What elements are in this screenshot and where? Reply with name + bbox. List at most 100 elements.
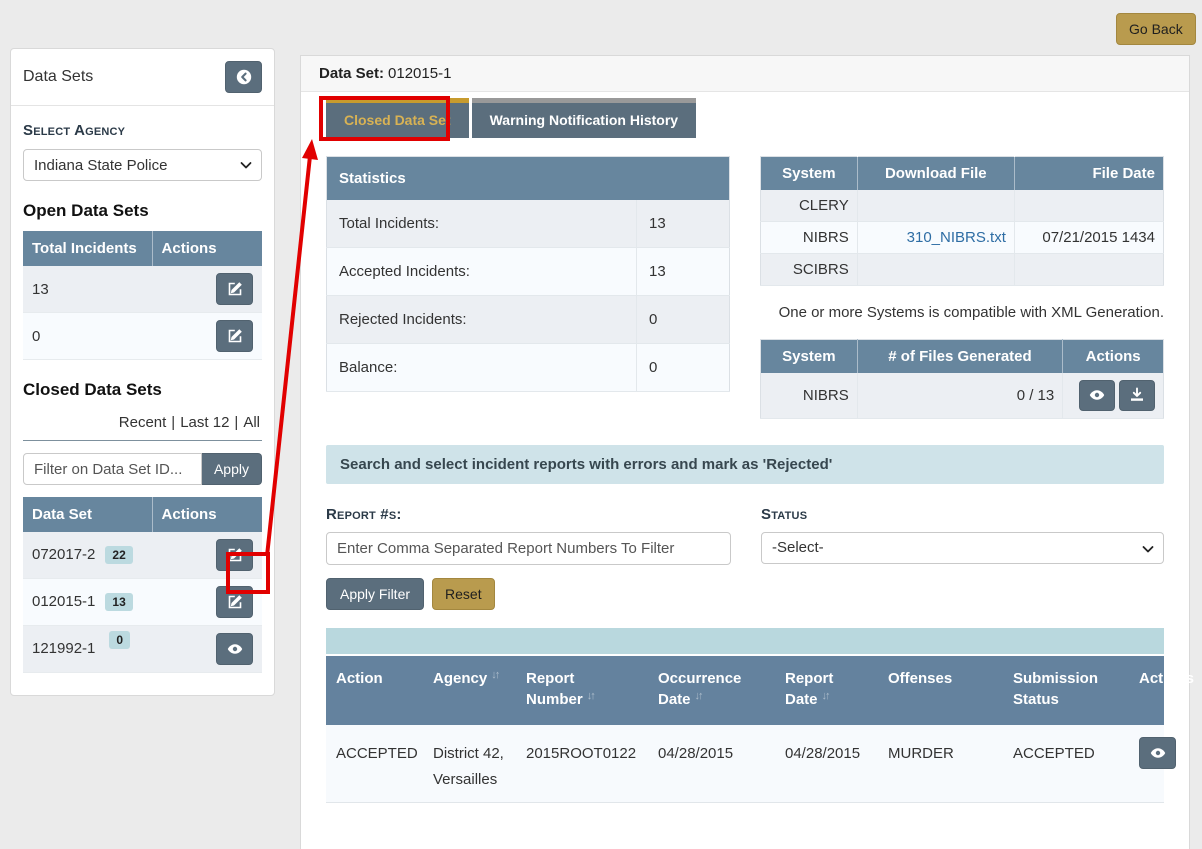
column-header: Actions bbox=[152, 497, 262, 532]
view-files-button[interactable] bbox=[1079, 379, 1115, 411]
column-header: Total Incidents bbox=[23, 231, 153, 266]
column-header: Actions bbox=[152, 231, 262, 266]
filter-apply-button[interactable]: Apply bbox=[201, 453, 262, 485]
stat-value: 13 bbox=[636, 200, 730, 248]
sidebar-collapse-button[interactable] bbox=[225, 61, 262, 93]
datasets-sidebar: Data Sets Select Agency Indiana State Po… bbox=[10, 48, 275, 696]
column-header-action: Action bbox=[326, 655, 423, 725]
table-row: NIBRS 0 / 13 bbox=[760, 372, 1164, 419]
table-row: 13 bbox=[23, 266, 262, 313]
closed-filter-links: Recent | Last 12 | All bbox=[23, 410, 262, 441]
incident-row: ACCEPTED District 42, Versailles 2015ROO… bbox=[326, 725, 1176, 803]
reset-button[interactable]: Reset bbox=[432, 577, 495, 610]
stat-value: 0 bbox=[636, 343, 730, 392]
date-cell: 07/21/2015 1434 bbox=[1014, 221, 1164, 254]
table-toolbar-bar bbox=[326, 627, 1164, 654]
pencil-square-icon bbox=[228, 282, 242, 296]
table-row: 121992-1 0 bbox=[23, 625, 262, 673]
stat-label: Balance: bbox=[326, 343, 637, 392]
tab-closed-data-set[interactable]: Closed Data Set bbox=[326, 98, 469, 138]
edit-button[interactable] bbox=[216, 320, 253, 352]
column-header-report-date[interactable]: Report Date ↓↑ bbox=[775, 655, 878, 725]
statistics-table: Statistics Total Incidents: 13 Accepted I… bbox=[326, 156, 730, 392]
table-row: 0 bbox=[23, 312, 262, 360]
closed-data-sets-heading: Closed Data Sets bbox=[23, 380, 162, 399]
column-header-occurrence-date[interactable]: Occurrence Date ↓↑ bbox=[648, 655, 775, 725]
link-separator: | bbox=[234, 414, 239, 431]
dataset-detail-panel: Data Set: 012015-1 Closed Data Set Warnin… bbox=[300, 55, 1194, 849]
dataset-filter-input[interactable] bbox=[23, 453, 202, 485]
report-numbers-input[interactable] bbox=[326, 531, 731, 565]
xml-compatibility-note: One or more Systems is compatible with X… bbox=[778, 304, 1164, 321]
sort-icon[interactable]: ↓↑ bbox=[491, 668, 500, 681]
sort-icon[interactable]: ↓↑ bbox=[586, 690, 596, 703]
download-file-table: System Download File File Date CLERY NIB… bbox=[760, 156, 1164, 286]
column-header: System bbox=[760, 339, 858, 373]
edit-button[interactable] bbox=[216, 539, 253, 571]
column-header: # of Files Generated bbox=[857, 339, 1064, 373]
incident-count-badge: 22 bbox=[105, 546, 133, 564]
table-row: CLERY bbox=[760, 190, 1164, 222]
table-row: NIBRS 310_NIBRS.txt 07/21/2015 1434 bbox=[760, 221, 1164, 254]
files-generated-table: System # of Files Generated Actions NIBR… bbox=[760, 338, 1164, 419]
report-numbers-label: Report #s: bbox=[326, 505, 402, 523]
incident-reports-table: Action Agency ↓↑ Report Number ↓↑ Occurren… bbox=[326, 655, 1194, 804]
action-cell: ACCEPTED bbox=[326, 725, 423, 803]
column-header: System bbox=[760, 156, 858, 190]
dataset-id: 012015-1 bbox=[32, 593, 96, 610]
edit-button-highlighted[interactable] bbox=[216, 586, 253, 618]
occurrence-date-cell: 04/28/2015 bbox=[648, 725, 775, 803]
apply-filter-button[interactable]: Apply Filter bbox=[326, 577, 425, 610]
stat-value: 13 bbox=[636, 247, 730, 296]
tab-bar: Closed Data Set Warning Notification His… bbox=[326, 98, 1189, 138]
dataset-header: Data Set: 012015-1 bbox=[301, 56, 1189, 92]
link-separator: | bbox=[171, 414, 176, 431]
system-cell: CLERY bbox=[760, 190, 858, 222]
offenses-cell: MURDER bbox=[878, 725, 1003, 803]
pencil-square-icon bbox=[228, 329, 242, 343]
submission-status-cell: ACCEPTED bbox=[1003, 725, 1129, 803]
view-incident-button[interactable] bbox=[1139, 737, 1176, 769]
eye-icon bbox=[227, 644, 242, 654]
column-header-agency[interactable]: Agency ↓↑ bbox=[423, 655, 516, 725]
tab-warning-notification-history[interactable]: Warning Notification History bbox=[471, 98, 697, 138]
total-incidents-cell: 13 bbox=[23, 266, 153, 313]
column-header: Download File bbox=[857, 156, 1015, 190]
table-row: 012015-1 13 bbox=[23, 578, 262, 626]
stat-label: Accepted Incidents: bbox=[326, 247, 637, 296]
select-agency-label: Select Agency bbox=[23, 122, 126, 139]
pencil-square-icon bbox=[228, 548, 242, 562]
sort-icon[interactable]: ↓↑ bbox=[694, 690, 704, 703]
report-number-cell: 2015ROOT0122 bbox=[516, 725, 648, 803]
dataset-label: Data Set: bbox=[319, 65, 385, 82]
sort-icon[interactable]: ↓↑ bbox=[821, 690, 831, 703]
column-header: Data Set bbox=[23, 497, 153, 532]
stat-label: Rejected Incidents: bbox=[326, 295, 637, 344]
table-row: SCIBRS bbox=[760, 253, 1164, 286]
system-cell: NIBRS bbox=[760, 221, 858, 254]
view-button[interactable] bbox=[216, 633, 253, 665]
column-header-actions: Actions bbox=[1129, 655, 1194, 725]
go-back-button[interactable]: Go Back bbox=[1116, 13, 1196, 45]
agency-select[interactable]: Indiana State Police bbox=[23, 149, 262, 181]
dataset-id: 121992-1 bbox=[32, 640, 96, 657]
status-select[interactable]: -Select- bbox=[761, 531, 1164, 564]
column-header-report-number[interactable]: Report Number ↓↑ bbox=[516, 655, 648, 725]
incident-count-badge: 0 bbox=[109, 631, 131, 649]
date-cell bbox=[1014, 190, 1164, 222]
pencil-square-icon bbox=[228, 595, 242, 609]
open-data-sets-heading: Open Data Sets bbox=[23, 201, 149, 220]
column-header: Actions bbox=[1062, 339, 1164, 373]
link-all[interactable]: All bbox=[243, 414, 260, 431]
search-instruction-banner: Search and select incident reports with … bbox=[326, 444, 1164, 484]
link-last-12[interactable]: Last 12 bbox=[180, 414, 230, 431]
dataset-value: 012015-1 bbox=[388, 65, 452, 82]
link-recent[interactable]: Recent bbox=[118, 414, 167, 431]
download-file-link[interactable]: 310_NIBRS.txt bbox=[906, 229, 1006, 246]
status-label: Status bbox=[761, 505, 808, 523]
download-files-button[interactable] bbox=[1119, 379, 1155, 411]
stat-label: Total Incidents: bbox=[326, 200, 637, 248]
closed-data-sets-table: Data Set Actions 072017-2 22 012015-1 13 1… bbox=[23, 497, 262, 673]
eye-icon bbox=[1150, 748, 1165, 758]
edit-button[interactable] bbox=[216, 273, 253, 305]
